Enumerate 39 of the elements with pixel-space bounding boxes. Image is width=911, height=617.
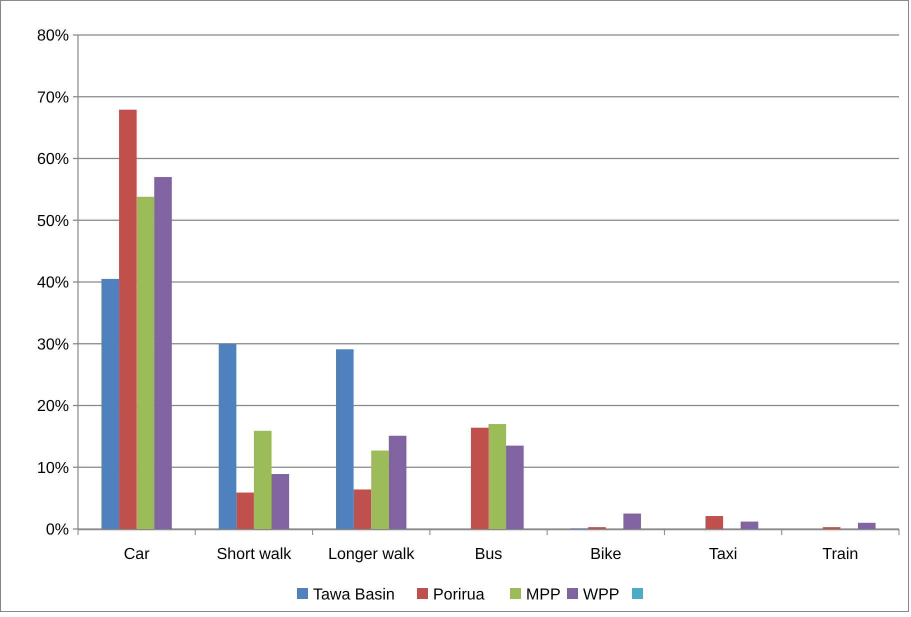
legend-label: Porirua: [433, 586, 485, 604]
y-tick-label: 80%: [36, 28, 69, 45]
x-tick-label: Longer walk: [328, 546, 416, 563]
x-tick-label: Bike: [590, 546, 622, 563]
y-tick-label: 10%: [36, 460, 69, 477]
y-tick-label: 20%: [36, 398, 69, 416]
x-tick-label: Car: [124, 546, 150, 563]
bar: [623, 514, 641, 529]
x-tick-label: Short walk: [216, 546, 292, 563]
bar: [119, 110, 137, 529]
bar: [136, 196, 154, 529]
bar: [354, 489, 372, 529]
bar: [705, 516, 724, 529]
bar: [336, 349, 354, 529]
y-tick-label: 50%: [36, 212, 69, 230]
y-tick-label: 30%: [36, 336, 69, 354]
bar: [740, 522, 758, 529]
y-tick-label: 60%: [36, 151, 69, 168]
bar: [218, 344, 236, 529]
bar: [272, 474, 290, 529]
bar: [254, 430, 272, 529]
x-tick-label: Train: [822, 546, 858, 563]
bar: [236, 492, 254, 529]
bar: [506, 446, 524, 529]
bar: [858, 522, 876, 529]
bar: [101, 278, 120, 529]
x-tick-label: Taxi: [708, 546, 738, 563]
y-tick-label: 0%: [46, 522, 69, 539]
legend-label: WPP: [583, 586, 620, 604]
bar: [488, 424, 506, 529]
bar: [371, 450, 389, 529]
legend-label: Tawa Basin: [313, 586, 395, 604]
y-tick-label: 70%: [36, 89, 69, 106]
bar: [154, 177, 172, 529]
y-tick-label: 40%: [36, 274, 69, 292]
bar: [388, 436, 406, 529]
bar: [470, 428, 488, 529]
x-tick-label: Bus: [474, 546, 502, 563]
legend-label: MPP: [526, 586, 561, 604]
